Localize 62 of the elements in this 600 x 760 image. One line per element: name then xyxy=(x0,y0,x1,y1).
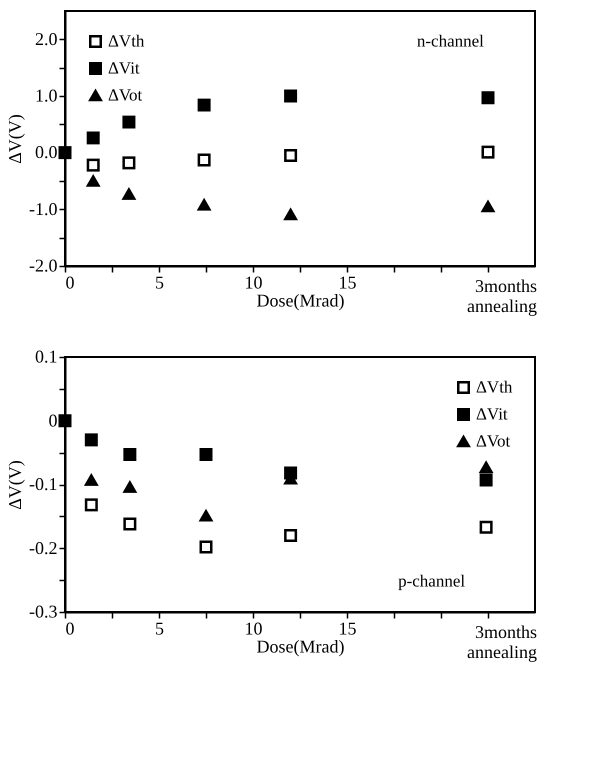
point xyxy=(122,116,136,129)
x-tick-label: 0 xyxy=(66,618,74,638)
point xyxy=(482,200,494,212)
point xyxy=(123,448,136,462)
point xyxy=(58,146,72,160)
point xyxy=(86,175,100,187)
point xyxy=(84,433,98,446)
point xyxy=(200,510,212,522)
legend-label: ΔVit xyxy=(476,404,508,424)
point xyxy=(86,158,100,172)
point xyxy=(284,208,298,220)
legend-label: ΔVth xyxy=(476,378,513,396)
text: 3months annealing xyxy=(467,622,537,662)
y-tick-label: -1.0 xyxy=(29,198,58,219)
point xyxy=(480,520,493,534)
x-tick-label: 10 xyxy=(244,272,262,292)
annotation: n-channel xyxy=(416,32,484,51)
x-axis-title: Dose(Mrad) xyxy=(256,636,344,656)
y-tick-label: -0.1 xyxy=(29,474,58,494)
point xyxy=(482,91,494,104)
point xyxy=(123,518,136,531)
point xyxy=(284,90,298,102)
point xyxy=(123,481,136,493)
legend-label: ΔVit xyxy=(108,58,140,78)
point xyxy=(84,498,98,512)
y-tick-label: 1.0 xyxy=(35,86,58,106)
y-tick-label: 2.0 xyxy=(35,28,58,49)
point xyxy=(200,448,212,462)
point xyxy=(284,149,298,162)
point xyxy=(482,146,494,159)
x-tick-label: 5 xyxy=(155,618,164,638)
point xyxy=(84,474,98,486)
x-axis-title: Dose(Mrad) xyxy=(256,290,344,310)
y-tick-label: -0.2 xyxy=(29,538,58,558)
y-axis-title: ΔV(V) xyxy=(5,460,26,510)
annotation: p-channel xyxy=(398,571,466,590)
point xyxy=(198,154,211,167)
point xyxy=(86,131,100,144)
point xyxy=(480,474,493,487)
x-tick-label: 15 xyxy=(338,618,356,638)
y-axis-title: ΔV(V) xyxy=(5,114,26,164)
x-tick-label: 10 xyxy=(244,618,262,638)
legend-label: ΔVth xyxy=(108,32,145,50)
point xyxy=(198,98,211,112)
point xyxy=(122,156,136,170)
legend-label: ΔVot xyxy=(108,86,143,104)
x-tick-label: 5 xyxy=(155,272,164,292)
point xyxy=(480,461,493,474)
y-tick-label: -2.0 xyxy=(29,256,58,276)
y-tick-label: 0.1 xyxy=(35,346,58,366)
x-tick-label: 0 xyxy=(66,272,74,292)
point xyxy=(198,199,211,211)
y-tick-label: 0.0 xyxy=(35,142,58,162)
text: 3months annealing xyxy=(467,276,537,316)
legend-label: ΔVot xyxy=(476,432,511,450)
point xyxy=(284,529,298,542)
x-tick-label: 15 xyxy=(338,272,356,292)
y-tick-label: 0 xyxy=(48,410,58,430)
point xyxy=(122,188,136,200)
point xyxy=(58,414,72,428)
y-tick-label: -0.3 xyxy=(29,602,58,622)
point xyxy=(200,540,212,554)
